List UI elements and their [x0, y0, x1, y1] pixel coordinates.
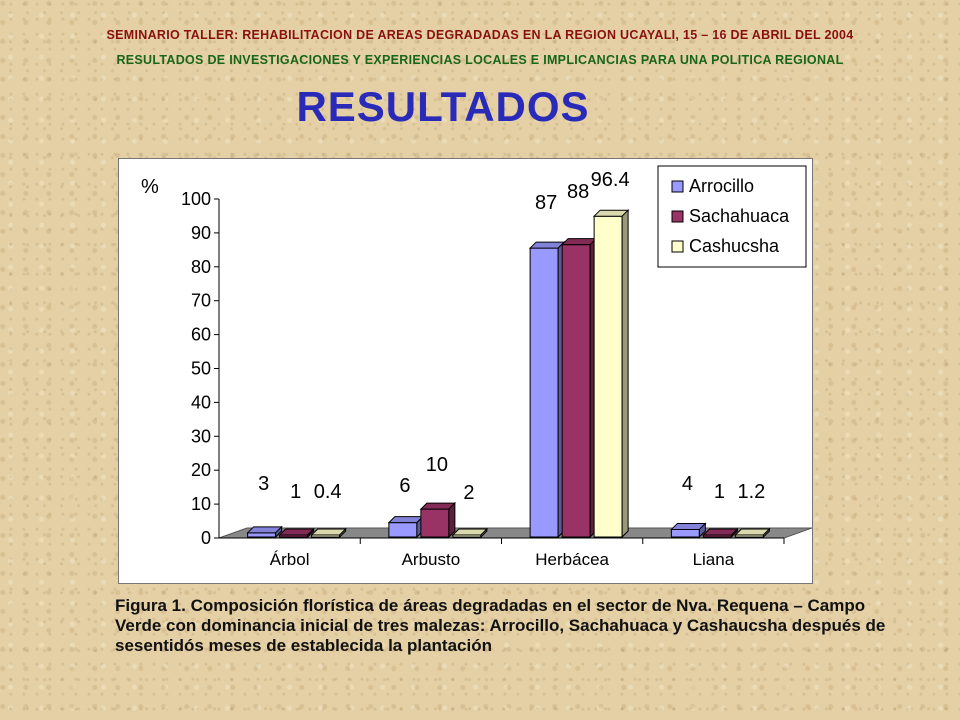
y-tick-label: 0 [201, 528, 211, 548]
legend-label: Cashucsha [689, 236, 780, 256]
data-label: 2 [463, 482, 474, 504]
bar-sachahuaca-front [561, 244, 591, 538]
bar-sachahuaca-front [420, 508, 450, 538]
y-tick-label: 50 [191, 359, 211, 379]
data-label: 88 [567, 181, 589, 203]
data-label: 87 [535, 192, 557, 214]
data-label: 10 [426, 454, 448, 476]
bar-cashucsha-side [480, 527, 488, 539]
bar-sachahuaca-side [448, 501, 456, 539]
bar-arrocillo-side [275, 525, 283, 539]
seminar-header: SEMINARIO TALLER: REHABILITACION DE AREA… [106, 28, 854, 42]
x-tick-label: Liana [693, 550, 735, 569]
bar-chart: 0 10 20 30 40 50 60 70 80 90 100% Árbol Arbusto Herbá… [118, 158, 813, 584]
data-label: 96.4 [591, 169, 630, 191]
bar-cashucsha-side [621, 208, 629, 539]
x-tick-label: Herbácea [535, 550, 609, 569]
legend-label: Sachahuaca [689, 206, 790, 226]
data-label: 1.2 [737, 481, 765, 503]
bar-cashucsha-front [593, 215, 623, 538]
bar-cashucsha-side [762, 527, 770, 539]
legend-swatch [671, 180, 684, 193]
legend-swatch [671, 240, 684, 253]
data-label: 1 [714, 481, 725, 503]
data-label: 4 [682, 473, 693, 495]
data-label: 0.4 [314, 481, 342, 503]
bar-arrocillo-front [670, 528, 700, 538]
y-tick-label: 100 [181, 189, 211, 209]
figure-caption: Figura 1. Composición florística de área… [115, 596, 886, 655]
y-tick-label: 80 [191, 257, 211, 277]
y-tick-label: 60 [191, 325, 211, 345]
results-subheader: RESULTADOS DE INVESTIGACIONES Y EXPERIEN… [116, 53, 844, 67]
y-tick-label: 20 [191, 460, 211, 480]
bar-cashucsha-side [339, 527, 347, 539]
bar-arrocillo-front [247, 532, 277, 538]
y-tick-label: 10 [191, 494, 211, 514]
bar-sachahuaca-side [730, 527, 738, 539]
data-label: 6 [399, 475, 410, 497]
y-tick-label: 40 [191, 392, 211, 412]
data-label: 1 [290, 481, 301, 503]
bar-chart-svg: 0 10 20 30 40 50 60 70 80 90 100% Árbol Arbusto Herbá… [141, 165, 812, 569]
bar-arrocillo-side [698, 522, 706, 539]
bar-arrocillo-front [388, 522, 418, 538]
y-tick-label: 30 [191, 426, 211, 446]
bar-sachahuaca-side [307, 527, 315, 539]
data-label: 3 [258, 473, 269, 495]
x-tick-label: Árbol [270, 550, 310, 569]
legend-label: Arrocillo [689, 176, 754, 196]
y-tick-label: 90 [191, 223, 211, 243]
bar-arrocillo-front [529, 247, 559, 538]
page-title: RESULTADOS [296, 83, 590, 130]
y-axis-label: % [141, 176, 159, 198]
y-tick-label: 70 [191, 291, 211, 311]
x-tick-label: Arbusto [402, 550, 461, 569]
legend-swatch [671, 210, 684, 223]
